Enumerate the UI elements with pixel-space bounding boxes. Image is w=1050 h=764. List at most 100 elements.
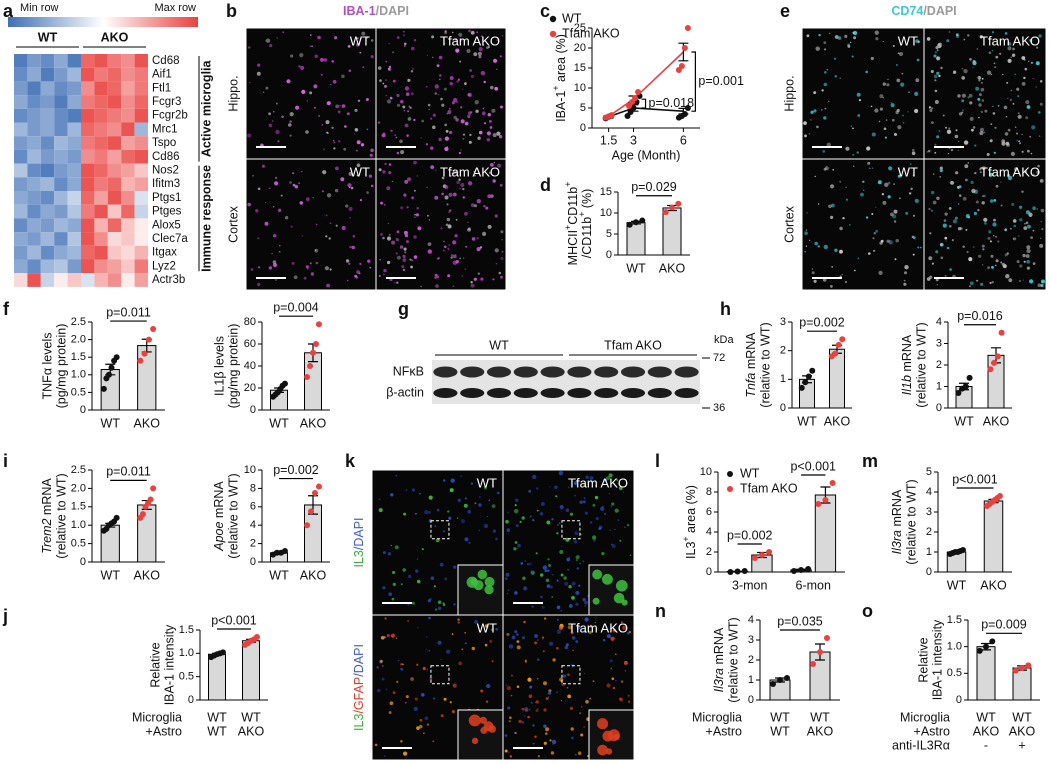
label-part: Trem2 (40, 518, 54, 553)
speckle (1027, 224, 1031, 229)
heatmap-cell (54, 54, 68, 68)
speckle (823, 167, 827, 171)
heatmap-cell (121, 259, 135, 274)
y-axis-label: Il3ra mRNA (890, 489, 904, 554)
speckle (405, 92, 410, 96)
speckle (257, 237, 260, 240)
band (486, 366, 512, 378)
speckle (1000, 261, 1003, 264)
y-tick-label: 2 (748, 654, 754, 666)
speckle (1013, 237, 1017, 241)
data-point (784, 675, 790, 681)
heatmap-cell (54, 149, 68, 164)
label-part: mRNA (40, 478, 54, 519)
heatmap-cell (27, 232, 41, 246)
speckle (979, 168, 982, 171)
speckle (416, 206, 420, 210)
speckle (478, 130, 483, 135)
speckle (257, 63, 261, 67)
speckle (312, 197, 314, 199)
speckle (823, 244, 828, 250)
p-value: p=0.029 (631, 180, 677, 194)
speckle (820, 108, 823, 111)
speckle (455, 100, 459, 104)
speckle (828, 32, 831, 35)
speckle (306, 100, 309, 102)
speckle (979, 127, 985, 132)
speckle (850, 125, 853, 127)
speckle (356, 37, 359, 40)
speckle (331, 60, 335, 63)
heatmap-cell (121, 108, 135, 123)
speckle (341, 225, 346, 231)
heatmap-cell (27, 204, 41, 219)
data-point (777, 677, 783, 683)
label-part: MHCII (566, 230, 580, 265)
y-axis-label: (relative to WT) (226, 473, 240, 558)
speckle (273, 234, 277, 238)
speckle (462, 138, 465, 140)
speckle (514, 541, 518, 544)
speckle (491, 504, 496, 509)
speckle (968, 285, 971, 288)
speckle (444, 146, 449, 152)
y-tick-label: 4 (706, 526, 712, 538)
speckle (420, 285, 422, 288)
panel-letter: g (398, 299, 409, 319)
speckle (269, 44, 273, 48)
speckle (978, 103, 982, 107)
speckle (839, 226, 843, 231)
speckle (400, 583, 403, 586)
data-point (113, 354, 120, 361)
speckle (955, 34, 960, 38)
gene-label: Itgax (152, 247, 177, 259)
speckle (856, 151, 859, 154)
speckle (323, 58, 328, 62)
speckle (390, 493, 394, 497)
speckle (407, 117, 412, 121)
heatmap-cell (94, 191, 108, 205)
speckle (907, 111, 909, 113)
speckle (934, 51, 938, 54)
speckle (588, 630, 592, 634)
x-tick-label: WT (269, 416, 289, 430)
speckle (394, 282, 396, 284)
speckle (893, 209, 898, 214)
speckle (483, 523, 489, 529)
legend-label: WT (562, 11, 582, 25)
heatmap-cell (54, 122, 68, 137)
speckle (480, 689, 484, 693)
speckle (333, 141, 335, 144)
speckle (433, 697, 435, 700)
speckle (434, 525, 437, 528)
speckle (383, 204, 386, 206)
speckle (1021, 150, 1024, 153)
speckle (970, 180, 974, 184)
speckle (477, 272, 480, 275)
y-tick-label: 2 (936, 359, 942, 371)
speckle (1024, 67, 1028, 71)
speckle (850, 41, 852, 44)
speckle (552, 574, 554, 576)
x-tick-label: WT (797, 414, 817, 428)
data-point (312, 341, 319, 347)
speckle (902, 122, 905, 124)
speckle (396, 680, 399, 684)
speckle (419, 718, 423, 722)
heatmap-cell (67, 54, 81, 68)
speckle (612, 686, 616, 690)
speckle (546, 569, 550, 572)
y-tick-label: 10 (574, 82, 586, 94)
band (513, 366, 538, 378)
heatmap-cell (94, 54, 108, 68)
speckle (483, 122, 487, 125)
heatmap-cell (121, 163, 135, 178)
speckle (488, 499, 491, 502)
speckle (274, 278, 278, 282)
x-tick-label: WT (954, 414, 974, 428)
speckle (482, 113, 484, 115)
inset (457, 709, 504, 761)
speckle (1004, 253, 1008, 257)
inset-cell (592, 569, 603, 580)
band (486, 388, 512, 398)
